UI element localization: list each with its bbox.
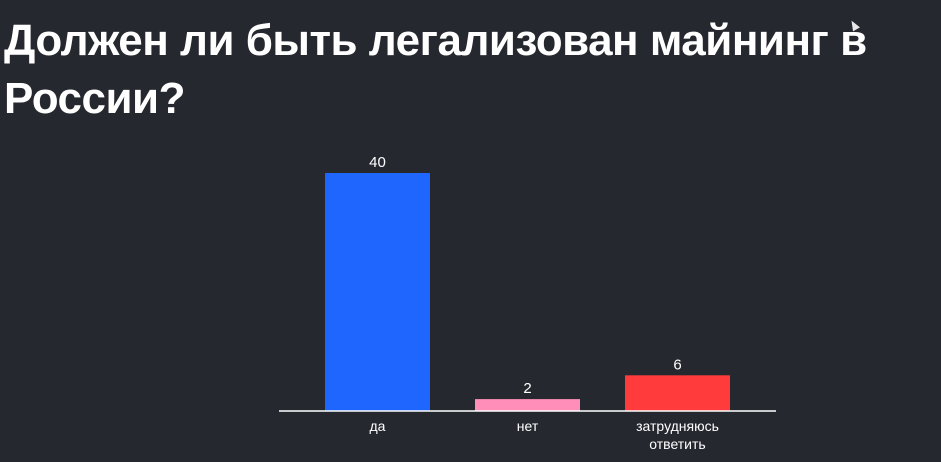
x-tick-label-line: затрудняюсь [636, 418, 719, 434]
chart-title: Должен ли быть легализован майнинг в Рос… [4, 16, 867, 123]
x-tick-label-1: да [370, 418, 386, 434]
x-tick-label-line: да [370, 418, 386, 434]
bar-value-label-2: 2 [523, 380, 531, 397]
bar-value-label-3: 6 [673, 356, 681, 373]
bar-1 [325, 173, 430, 411]
x-tick-label-line: нет [517, 418, 539, 434]
x-tick-label-3: затрудняюсь ответить [636, 418, 719, 452]
x-tick-label-line: ответить [649, 436, 705, 452]
bar-2 [475, 399, 580, 411]
labels-layer: 40 да 2 нет 6 затрудняюсь ответить [369, 154, 719, 452]
x-tick-label-2: нет [517, 418, 539, 434]
bars-layer [325, 173, 730, 411]
bar-3 [625, 375, 730, 411]
bar-value-label-1: 40 [369, 154, 386, 171]
